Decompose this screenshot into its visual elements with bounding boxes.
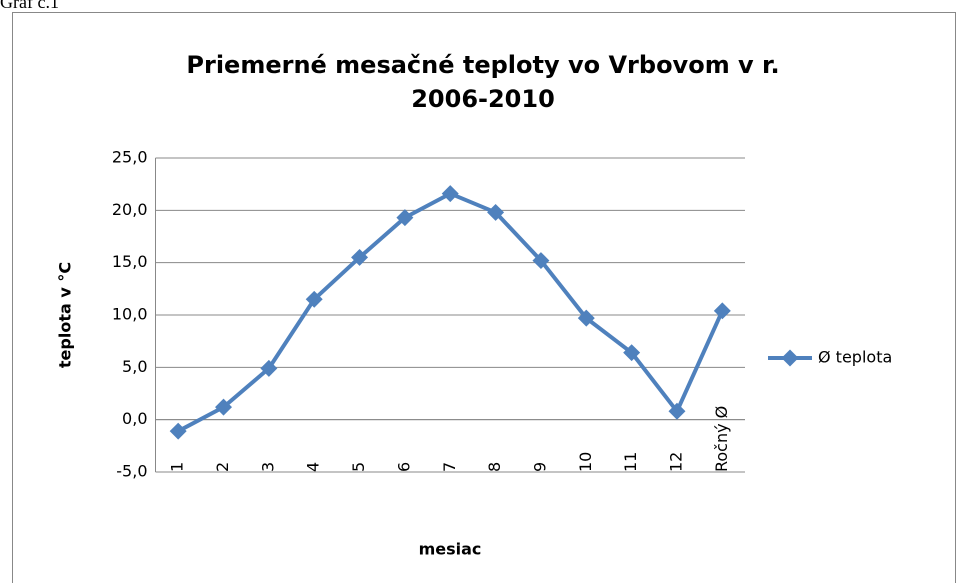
x-axis-label: mesiac [419, 540, 482, 559]
x-tick-label: 4 [304, 462, 323, 472]
marker [351, 248, 369, 266]
legend-label: Ø teplota [818, 348, 892, 367]
x-tick-label: 1 [168, 462, 187, 472]
x-tick-label: 11 [621, 452, 640, 472]
x-tick-label: 9 [530, 462, 549, 472]
marker [577, 309, 595, 327]
y-tick-label: 0,0 [122, 409, 147, 428]
y-tick-label: 10,0 [112, 305, 148, 324]
x-tick-label: 12 [666, 452, 685, 472]
caption: Graf č.1 [0, 0, 59, 12]
y-tick-label: 5,0 [122, 357, 147, 376]
marker [441, 185, 459, 203]
x-tick-label: Ročný Ø [712, 406, 731, 472]
y-tick-label: 25,0 [112, 148, 148, 167]
marker [260, 359, 278, 377]
marker [396, 209, 414, 227]
marker [532, 252, 550, 270]
marker [305, 290, 323, 308]
y-axis-label: teplota v °C [56, 262, 75, 368]
marker [713, 302, 731, 320]
x-tick-label: 5 [349, 462, 368, 472]
marker [623, 344, 641, 362]
x-tick-label: 3 [258, 462, 277, 472]
chart-title: Priemerné mesačné teploty vo Vrbovom v r… [186, 51, 779, 113]
marker [169, 422, 187, 440]
x-tick-label: 2 [213, 462, 232, 472]
marker [215, 398, 233, 416]
y-tick-label: 15,0 [112, 252, 148, 271]
marker [668, 402, 686, 420]
x-tick-label: 10 [576, 452, 595, 472]
x-tick-label: 8 [485, 462, 504, 472]
legend-marker [781, 349, 799, 367]
marker [487, 203, 505, 221]
y-tick-label: 20,0 [112, 200, 148, 219]
x-tick-label: 7 [440, 462, 459, 472]
x-tick-label: 6 [394, 462, 413, 472]
chart-frame [12, 12, 956, 583]
y-tick-label: -5,0 [116, 462, 147, 481]
